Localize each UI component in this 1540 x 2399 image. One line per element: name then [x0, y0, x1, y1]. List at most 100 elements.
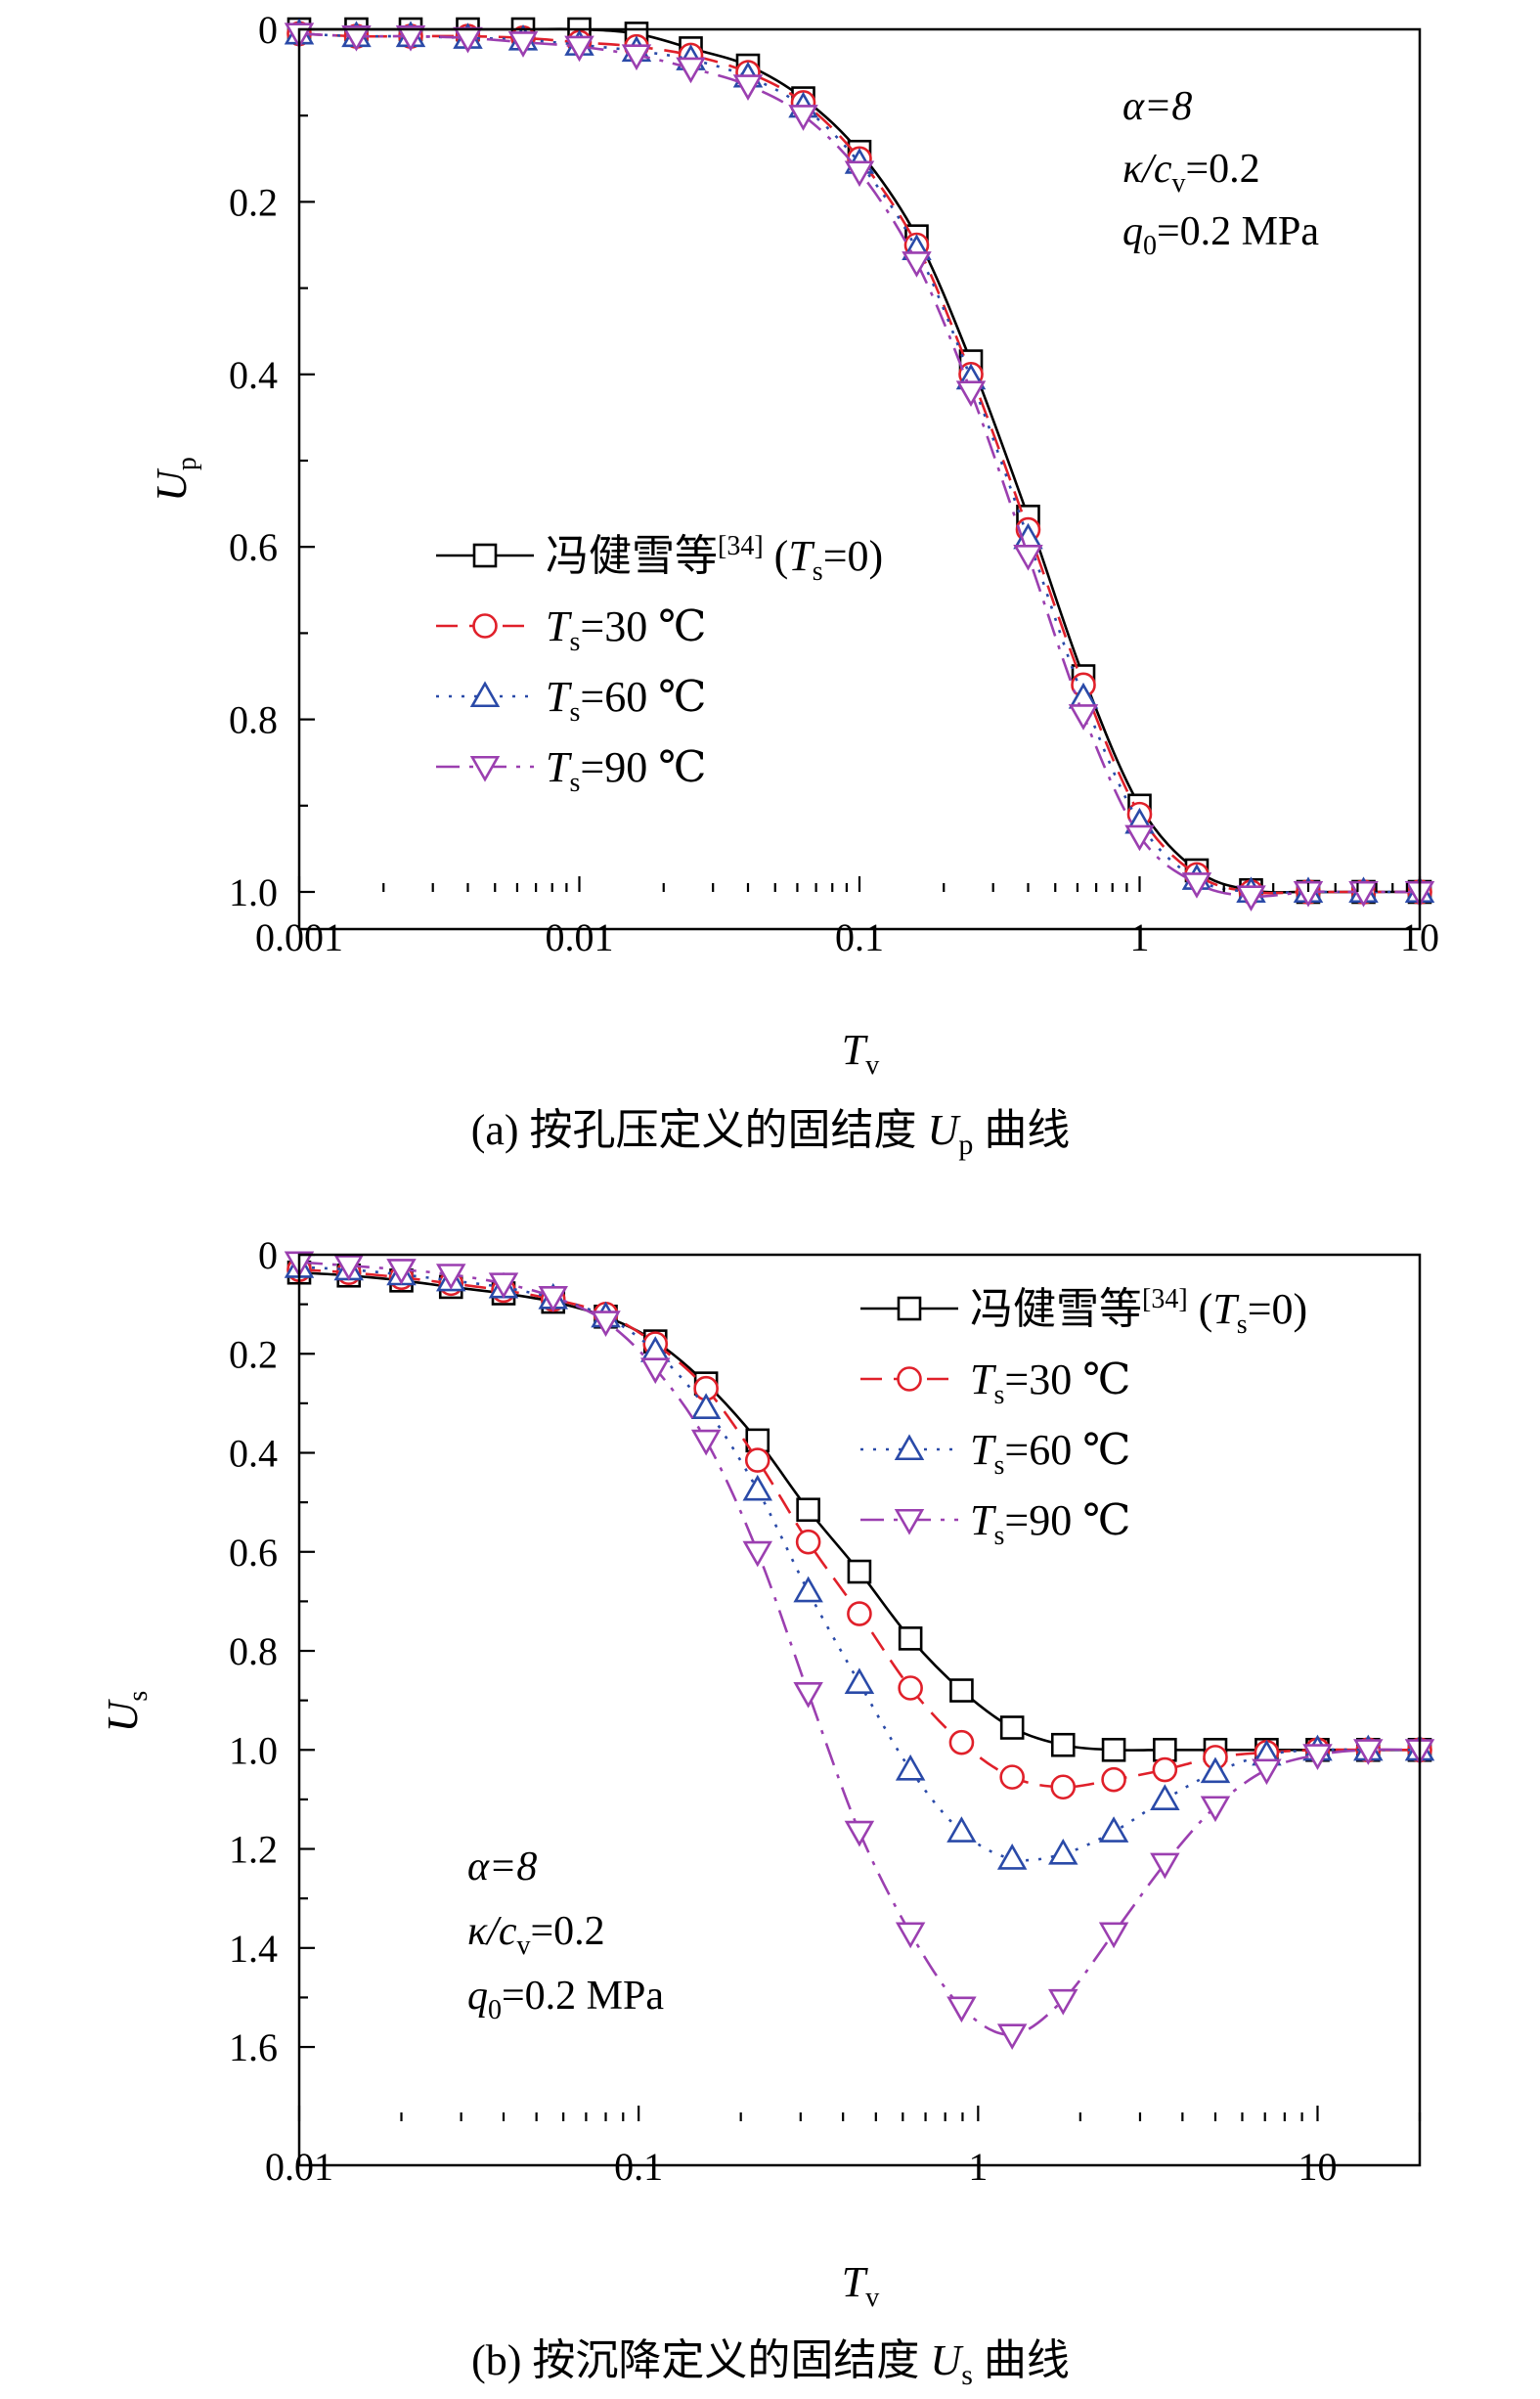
- panel-b: 0.01 0.1 1 10 0 0.2 0.4 0.6 0.8 1.0 1.2 1.4 1.6 Tv U…: [99, 1233, 1435, 2391]
- panel-a-x-tick-label: 10: [1400, 915, 1439, 959]
- panel-b-series-3-point-5: [538, 1285, 568, 1312]
- panel-b-series-0-point-14: [999, 1715, 1025, 1740]
- panel-b-legend-label-1: Ts=30 ℃: [970, 1355, 1130, 1410]
- panel-a-kappa-label: κ/cv=0.2: [1122, 147, 1260, 199]
- panel-b-series-3-point-19: [1252, 1758, 1282, 1786]
- panel-a-series-3-point-16: [1181, 872, 1212, 899]
- panel-a-y-tick-label: 1.0: [229, 870, 278, 914]
- panel-b-series-1-point-17: [1152, 1756, 1178, 1783]
- panel-a-series-3-point-4: [507, 31, 539, 58]
- panel-b-axes: 0.01 0.1 1 10 0 0.2 0.4 0.6 0.8 1.0 1.2 1.4 1.6: [229, 1233, 1422, 2189]
- panel-a-series-3-point-8: [732, 74, 764, 101]
- panel-b-series-1-point-13: [948, 1729, 975, 1755]
- panel-a-plot-area: [284, 17, 1435, 912]
- panel-a: 0.001 0.01 0.1 1 10 0 0.2 0.4 0.6 0.8 1.0 Tv Up α=…: [148, 8, 1439, 1161]
- panel-a-legend-label-0: 冯健雪等[34] (Ts=0): [546, 531, 883, 587]
- panel-a-series-3-point-5: [564, 35, 594, 63]
- panel-b-series-3-point-11: [844, 1820, 875, 1847]
- panel-a-x-tick-label: 0.001: [255, 915, 343, 959]
- panel-a-series-3-point-6: [621, 44, 652, 71]
- panel-a-series-3-point-10: [844, 160, 875, 188]
- panel-a-ylabel: Up: [148, 457, 202, 502]
- panel-b-legend-label-2: Ts=60 ℃: [970, 1426, 1130, 1481]
- panel-b-y-tick-label: 0.2: [229, 1332, 278, 1376]
- panel-b-series-2-point-9: [742, 1474, 772, 1501]
- panel-a-series-3-point-2: [395, 25, 426, 52]
- panel-b-series-3-point-4: [488, 1272, 519, 1299]
- panel-a-series-3-point-18: [1293, 880, 1324, 908]
- panel-b-legend-marker-3: [894, 1508, 925, 1535]
- panel-a-series-3-point-17: [1236, 885, 1266, 912]
- panel-a-legend-label-3: Ts=90 ℃: [546, 743, 706, 798]
- panel-a-legend-label-2: Ts=60 ℃: [546, 673, 706, 728]
- panel-b-y-tick-label: 1.4: [229, 1927, 278, 1971]
- panel-b-series-2-point-18: [1200, 1756, 1231, 1784]
- panel-b-y-tick-label: 0.4: [229, 1432, 278, 1476]
- panel-b-series-3-point-6: [591, 1311, 621, 1337]
- panel-b-y-tick-label: 0.6: [229, 1531, 278, 1575]
- panel-b-plot-area: [284, 1251, 1435, 2051]
- panel-a-x-tick-label: 1: [1130, 915, 1150, 959]
- panel-a-y-tick-label: 0.8: [229, 698, 278, 742]
- panel-a-series-3-point-14: [1068, 704, 1099, 731]
- panel-b-series-3-point-10: [793, 1682, 823, 1709]
- panel-b-x-tick-label: 10: [1298, 2145, 1337, 2189]
- panel-b-xlabel: Tv: [842, 2258, 879, 2313]
- panel-b-series-0-point-11: [847, 1559, 872, 1584]
- panel-a-load-label: q0=0.2 MPa: [1122, 209, 1319, 261]
- panel-a-alpha-label: α=8: [1122, 84, 1192, 129]
- panel-b-series-3-point-12: [895, 1922, 926, 1949]
- panel-b-series-3-point-9: [742, 1540, 772, 1568]
- panel-a-series-3-point-9: [788, 105, 818, 131]
- panel-b-frame: [297, 1253, 1422, 2167]
- panel-a-caption: (a) 按孔压定义的固结度 Up 曲线: [471, 1106, 1071, 1161]
- panel-b-series-2-point-16: [1098, 1816, 1129, 1843]
- panel-b-load-label: q0=0.2 MPa: [467, 1974, 664, 2025]
- panel-b-series-3-point-16: [1098, 1922, 1129, 1949]
- panel-a-legend: 冯健雪等[34] (Ts=0) Ts=30 ℃ Ts=60 ℃ Ts=90 ℃: [436, 531, 883, 798]
- panel-b-series-2-point-12: [895, 1754, 926, 1781]
- panel-a-x-tick-label: 0.1: [835, 915, 884, 959]
- panel-b-series-3-point-14: [996, 2023, 1028, 2051]
- panel-b-series-2-point-11: [844, 1667, 875, 1694]
- panel-b-x-tick-label: 1: [968, 2145, 988, 2189]
- panel-b-x-tick-label: 0.01: [265, 2145, 333, 2189]
- panel-a-y-tick-label: 0.2: [229, 180, 278, 224]
- panel-b-series-0-point-10: [796, 1497, 820, 1523]
- panel-b-series-3-point-20: [1302, 1744, 1333, 1770]
- panel-b-series-3-point-1: [333, 1255, 364, 1281]
- panel-a-legend-marker-0: [472, 543, 498, 568]
- panel-b-series-1-point-14: [999, 1764, 1025, 1790]
- panel-b-series-line-1: [298, 1267, 1420, 1789]
- panel-b-series-0-point-15: [1050, 1732, 1076, 1757]
- panel-b-series-1-point-12: [898, 1675, 923, 1701]
- panel-a-series-3-point-12: [955, 380, 987, 408]
- panel-a-series-3-point-1: [341, 25, 372, 52]
- panel-b-series-1-point-16: [1101, 1766, 1126, 1793]
- panel-a-series-3-point-15: [1124, 824, 1155, 852]
- panel-b-series-3-point-8: [690, 1429, 722, 1456]
- panel-a-series-3-point-11: [902, 251, 932, 278]
- panel-b-legend-marker-1: [897, 1366, 922, 1392]
- panel-b-alpha-label: α=8: [467, 1844, 537, 1889]
- panel-a-axes: 0.001 0.01 0.1 1 10 0 0.2 0.4 0.6 0.8 1.0: [229, 8, 1439, 959]
- panel-b-legend-label-0: 冯健雪等[34] (Ts=0): [970, 1284, 1307, 1340]
- panel-b-series-3-point-15: [1048, 1988, 1078, 2016]
- panel-b-series-3-point-3: [435, 1264, 466, 1290]
- panel-b-series-2-point-17: [1150, 1784, 1180, 1810]
- panel-b-series-2-point-8: [690, 1393, 722, 1419]
- panel-a-legend-marker-2: [469, 681, 501, 708]
- panel-b-series-1-point-15: [1050, 1774, 1077, 1800]
- panel-b-y-tick-label: 1.6: [229, 2025, 278, 2069]
- panel-b-series-3-point-7: [640, 1357, 671, 1385]
- panel-b-series-3-point-13: [946, 1996, 977, 2023]
- panel-a-y-tick-label: 0.4: [229, 353, 278, 397]
- panel-b-annotation: α=8 κ/cv=0.2 q0=0.2 MPa: [467, 1844, 664, 2025]
- panel-a-legend-label-1: Ts=30 ℃: [546, 602, 706, 657]
- panel-a-legend-marker-1: [472, 613, 498, 639]
- panel-b-series-0-point-13: [949, 1678, 974, 1703]
- panel-a-y-tick-label: 0.6: [229, 525, 278, 569]
- panel-b-y-tick-label: 0: [258, 1233, 278, 1277]
- panel-b-x-tick-label: 0.1: [614, 2145, 663, 2189]
- panel-b-series-0-point-12: [898, 1626, 923, 1651]
